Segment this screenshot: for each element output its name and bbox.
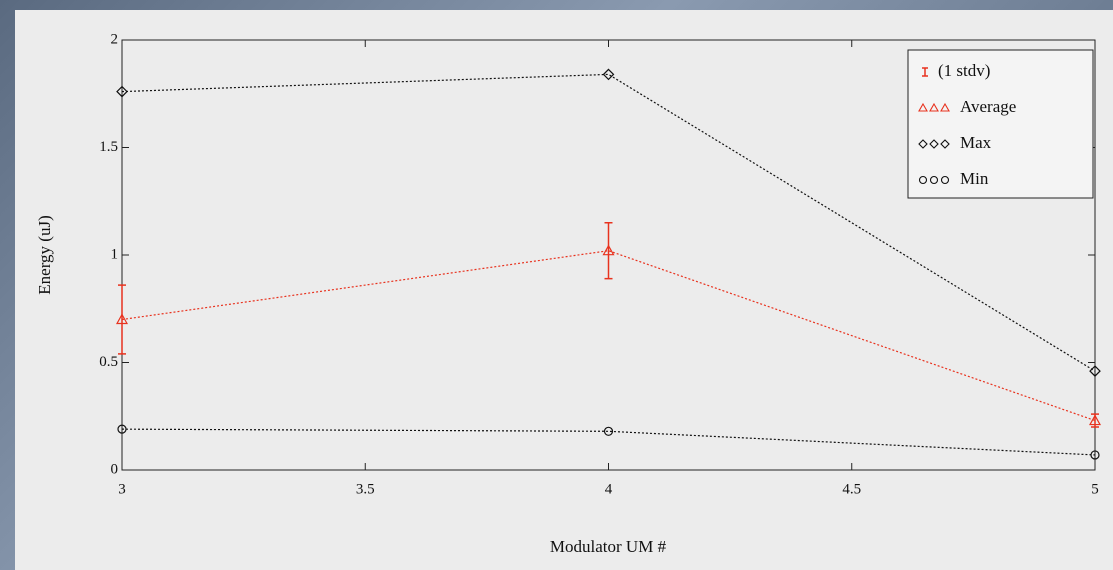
legend-symbol bbox=[929, 175, 939, 185]
legend-label: (1 stdv) bbox=[938, 61, 990, 80]
y-tick-label: 2 bbox=[111, 31, 119, 47]
marker bbox=[603, 426, 614, 436]
legend-box bbox=[907, 49, 1094, 199]
marker bbox=[602, 68, 615, 81]
legend-symbol bbox=[940, 175, 950, 185]
legend-symbol bbox=[929, 102, 939, 112]
legend-symbol bbox=[929, 139, 939, 149]
legend-symbol bbox=[922, 67, 928, 77]
y-tick-label: 0 bbox=[111, 461, 119, 477]
y-tick-label: 0.5 bbox=[99, 354, 118, 370]
error-bar bbox=[604, 222, 613, 280]
x-tick-label: 3 bbox=[118, 481, 126, 497]
legend-symbol bbox=[940, 102, 950, 112]
marker bbox=[116, 85, 128, 98]
x-tick-label: 5 bbox=[1091, 481, 1099, 497]
legend-symbol bbox=[918, 102, 928, 112]
x-tick-label: 4 bbox=[605, 481, 613, 497]
y-axis-label: Energy (uJ) bbox=[35, 215, 54, 294]
legend-label: Max bbox=[960, 133, 992, 152]
marker bbox=[1090, 450, 1100, 460]
marker bbox=[115, 313, 129, 325]
x-tick-label: 3.5 bbox=[356, 481, 375, 497]
y-tick-label: 1 bbox=[111, 246, 119, 262]
legend-label: Min bbox=[960, 169, 989, 188]
error-bar bbox=[118, 284, 126, 355]
y-tick-label: 1.5 bbox=[99, 139, 118, 155]
marker bbox=[117, 424, 127, 434]
marker bbox=[602, 244, 615, 256]
legend-symbol bbox=[918, 175, 928, 185]
legend-symbol bbox=[918, 139, 928, 149]
marker bbox=[1089, 365, 1101, 377]
legend-symbol bbox=[940, 139, 950, 149]
marker bbox=[1088, 414, 1102, 426]
x-tick-label: 4.5 bbox=[842, 481, 861, 497]
legend-label: Average bbox=[960, 97, 1016, 116]
x-axis-label: Modulator UM # bbox=[550, 537, 667, 556]
